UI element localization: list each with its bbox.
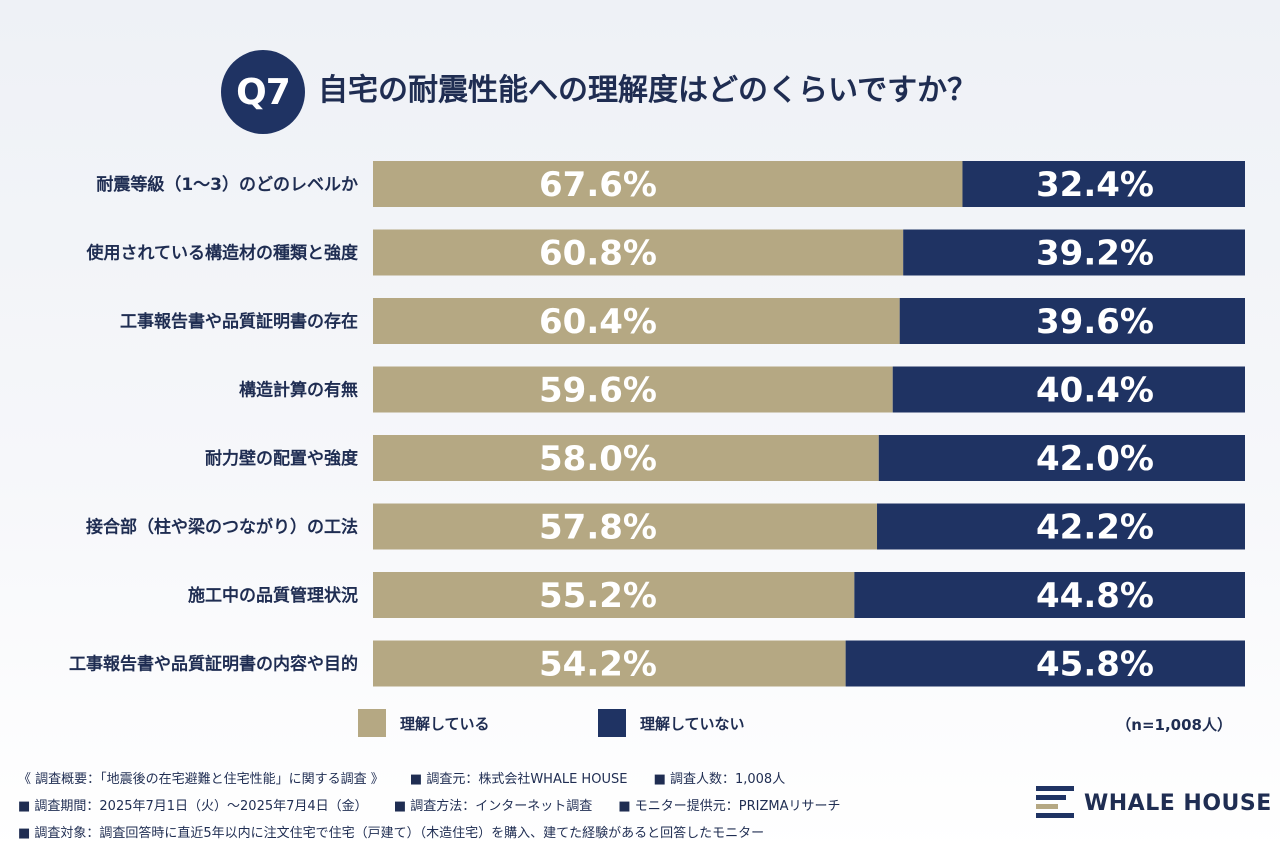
footer-survey-count: ■ 調査人数：1,008人 <box>653 772 786 787</box>
legend-label-understand: 理解している <box>400 714 490 733</box>
data-label-understand: 58.0% <box>539 439 657 479</box>
category-label: 耐力壁の配置や強度 <box>205 448 359 469</box>
footer-survey-source: ■ 調査元：株式会社WHALE HOUSE <box>409 772 628 787</box>
sample-size-note: （n=1,008人） <box>1116 716 1232 734</box>
bar-segment-not-understand <box>877 503 1245 550</box>
data-label-not-understand: 44.8% <box>1036 576 1154 616</box>
data-label-understand: 60.8% <box>539 234 657 274</box>
category-label: 工事報告書や品質証明書の存在 <box>120 311 358 332</box>
bar-segment-understand <box>373 640 846 687</box>
footer-survey-title: 《 調査概要：「地震後の在宅避難と住宅性能」に関する調査 》 <box>18 772 384 787</box>
footer-line-3: ■ 調査対象：調査回答時に直近5年以内に注文住宅で住宅（戸建て）（木造住宅）を購… <box>18 822 786 841</box>
bar-segment-not-understand <box>878 435 1245 481</box>
category-label: 耐震等級（1～3）のどのレベルか <box>96 174 358 195</box>
data-label-not-understand: 42.2% <box>1036 508 1154 548</box>
legend-item-not-understand: 理解していない <box>598 708 745 738</box>
bar-segment-understand <box>373 229 904 276</box>
category-label: 構造計算の有無 <box>239 380 358 401</box>
data-label-not-understand: 45.8% <box>1036 645 1154 685</box>
data-label-not-understand: 42.0% <box>1036 439 1154 479</box>
question-badge: Q7 <box>221 50 305 134</box>
data-label-not-understand: 39.2% <box>1036 234 1154 274</box>
footer-line-2: ■ 調査期間：2025年7月1日（火）～2025年7月4日（金） ■ 調査方法：… <box>18 795 863 814</box>
data-label-understand: 57.8% <box>539 508 657 548</box>
bar-segment-not-understand <box>892 366 1245 413</box>
chart-title: 自宅の耐震性能への理解度はどのくらいですか？ <box>318 73 978 108</box>
bar-segment-understand <box>373 435 879 481</box>
bar-segment-understand <box>373 572 855 618</box>
footer-survey-method: ■ 調査方法：インターネット調査 <box>393 799 593 814</box>
bar-segment-understand <box>373 366 893 413</box>
bar-segment-understand <box>373 298 900 344</box>
footer-survey-provider: ■ モニター提供元：PRIZMAリサーチ <box>618 799 841 814</box>
footer-survey-period: ■ 調査期間：2025年7月1日（火）～2025年7月4日（金） <box>18 799 368 814</box>
bar-segment-understand <box>373 503 878 550</box>
category-label: 施工中の品質管理状況 <box>188 585 358 606</box>
data-label-understand: 60.4% <box>539 302 657 342</box>
legend-label-not-understand: 理解していない <box>640 714 745 733</box>
data-label-not-understand: 40.4% <box>1036 371 1154 411</box>
legend-swatch-not-understand <box>598 709 626 737</box>
bar-segment-not-understand <box>962 161 1245 207</box>
footer-survey-target: ■ 調査対象：調査回答時に直近5年以内に注文住宅で住宅（戸建て）（木造住宅）を購… <box>18 826 765 841</box>
bar-segment-not-understand <box>899 298 1245 344</box>
footer-line-1: 《 調査概要：「地震後の在宅避難と住宅性能」に関する調査 》 ■ 調査元：株式会… <box>18 768 807 787</box>
data-label-not-understand: 39.6% <box>1036 302 1154 342</box>
whale-house-logo-icon <box>1036 786 1074 818</box>
bar-segment-not-understand <box>854 572 1245 618</box>
legend-item-understand: 理解している <box>358 708 490 738</box>
bar-segment-understand <box>373 161 963 207</box>
bar-segment-not-understand <box>903 229 1245 276</box>
stacked-bar-chart: 耐震等級（1～3）のどのレベルか 67.6% 32.4% 使用されている構造材の種類と… <box>69 161 1245 687</box>
data-label-understand: 55.2% <box>539 576 657 616</box>
data-label-not-understand: 32.4% <box>1036 165 1154 205</box>
data-label-understand: 54.2% <box>539 645 657 685</box>
category-label: 工事報告書や品質証明書の内容や目的 <box>69 654 358 675</box>
whale-house-logo: WHALE HOUSE <box>1036 786 1272 820</box>
category-label: 接合部（柱や梁のつながり）の工法 <box>86 517 358 538</box>
data-label-understand: 59.6% <box>539 371 657 411</box>
legend-swatch-understand <box>358 709 386 737</box>
category-label: 使用されている構造材の種類と強度 <box>86 243 359 264</box>
bar-segment-not-understand <box>845 640 1245 687</box>
logo-text: WHALE HOUSE <box>1084 790 1272 816</box>
data-label-understand: 67.6% <box>539 165 657 205</box>
